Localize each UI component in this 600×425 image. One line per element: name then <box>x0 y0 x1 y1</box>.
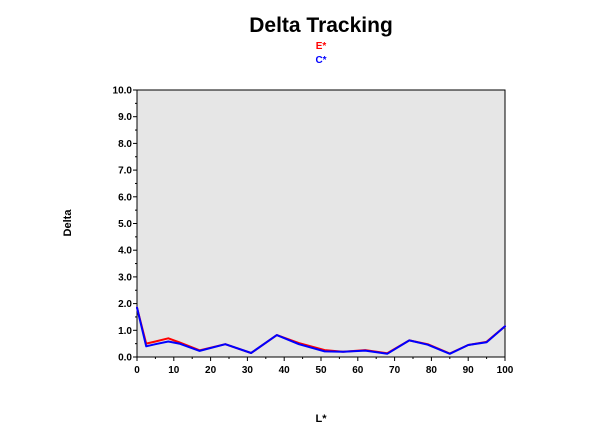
y-tick-label: 4.0 <box>118 246 132 257</box>
plot-area <box>136 89 506 358</box>
legend-entry-e: E* <box>316 41 327 52</box>
x-tick-label: 40 <box>279 365 291 376</box>
x-tick-label: 10 <box>168 365 180 376</box>
x-tick-label: 0 <box>134 365 140 376</box>
y-tick-label: 2.0 <box>118 299 132 310</box>
x-tick-label: 60 <box>352 365 364 376</box>
y-tick-label: 1.0 <box>118 326 132 337</box>
x-tick-label: 100 <box>497 365 514 376</box>
x-tick-label: 50 <box>315 365 327 376</box>
y-tick-label: 6.0 <box>118 192 132 203</box>
x-tick-label: 70 <box>389 365 401 376</box>
y-axis: 0.0 1.0 2.0 3.0 4.0 5.0 6.0 7.0 8.0 9.0 10.0 <box>113 86 137 364</box>
legend-entry-c: C* <box>315 55 326 66</box>
y-tick-label: 5.0 <box>118 219 132 230</box>
y-tick-label: 7.0 <box>118 166 132 177</box>
x-tick-label: 20 <box>205 365 217 376</box>
y-tick-label: 9.0 <box>118 112 132 123</box>
x-tick-label: 30 <box>242 365 254 376</box>
series-layer <box>136 306 506 355</box>
x-tick-label: 80 <box>426 365 438 376</box>
y-tick-label: 0.0 <box>118 353 132 364</box>
y-tick-label: 3.0 <box>118 272 132 283</box>
y-axis-label: Delta <box>62 209 74 237</box>
y-tick-label: 8.0 <box>118 139 132 150</box>
series-line-c <box>136 306 506 355</box>
x-tick-label: 90 <box>463 365 475 376</box>
chart-title: Delta Tracking <box>249 14 393 37</box>
x-axis-label: L* <box>316 413 328 425</box>
x-axis: 0 10 20 30 40 50 60 70 80 90 100 <box>134 357 514 376</box>
y-tick-label: 10.0 <box>113 86 133 97</box>
